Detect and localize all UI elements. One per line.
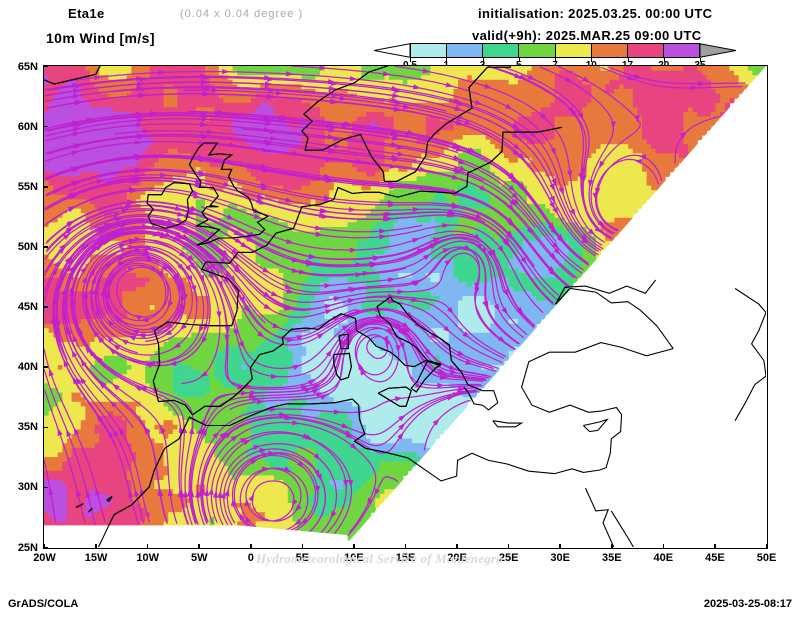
colorbar-tick bbox=[446, 58, 448, 62]
longitude-tick bbox=[611, 544, 613, 549]
colorbar-tick bbox=[555, 58, 556, 62]
longitude-tick-label: 30E bbox=[550, 552, 570, 564]
colorbar-segment bbox=[447, 43, 484, 58]
colorbar-segment bbox=[591, 43, 628, 58]
longitude-tick-label: 5E bbox=[295, 552, 310, 564]
longitude-tick bbox=[95, 544, 97, 549]
grid-resolution-label: (0.04 x 0.04 degree ) bbox=[180, 8, 304, 20]
colorbar-tick bbox=[700, 58, 701, 62]
coastline-overlay bbox=[44, 66, 766, 547]
longitude-tick-label: 10E bbox=[344, 552, 364, 564]
colorbar-tick bbox=[663, 58, 665, 62]
longitude-tick bbox=[250, 544, 252, 549]
streamline-layer bbox=[44, 66, 746, 538]
colorbar-under-cap-icon bbox=[374, 43, 410, 58]
longitude-tick bbox=[765, 544, 768, 549]
latitude-tick-label: 30N bbox=[17, 481, 38, 494]
latitude-tick-label: 40N bbox=[17, 361, 38, 374]
footer-credit: GrADS/COLA bbox=[8, 598, 79, 610]
latitude-tick bbox=[43, 125, 48, 128]
latitude-tick bbox=[43, 246, 48, 248]
colorbar-strip bbox=[374, 43, 736, 58]
latitude-tick-label: 35N bbox=[17, 421, 38, 434]
latitude-tick bbox=[43, 366, 48, 368]
longitude-tick bbox=[559, 544, 561, 549]
colorbar-segment bbox=[627, 43, 664, 58]
longitude-tick-label: 15E bbox=[395, 552, 416, 564]
longitude-tick-label: 5W bbox=[190, 552, 208, 564]
longitude-tick-label: 45E bbox=[705, 552, 725, 564]
longitude-tick-label: 25E bbox=[498, 552, 519, 564]
longitude-tick-label: 20W bbox=[33, 552, 56, 564]
colorbar-segment bbox=[519, 43, 556, 58]
longitude-tick bbox=[353, 544, 355, 549]
latitude-tick bbox=[43, 65, 48, 68]
map-canvas bbox=[44, 66, 766, 547]
colorbar-tick bbox=[591, 58, 593, 62]
longitude-tick-label: 50E bbox=[756, 552, 777, 564]
weather-map-plot bbox=[43, 65, 768, 549]
longitude-tick bbox=[43, 544, 46, 549]
latitude-tick bbox=[43, 426, 48, 428]
latitude-tick-label: 45N bbox=[17, 301, 38, 313]
colorbar-tick bbox=[482, 58, 484, 62]
longitude-tick-label: 0 bbox=[247, 552, 254, 564]
field-name-label: 10m Wind [m/s] bbox=[46, 30, 155, 46]
valid-time-label: valid(+9h): 2025.MAR.25 09:00 UTC bbox=[472, 28, 702, 43]
colorbar-segment bbox=[555, 43, 592, 58]
latitude-tick-label: 50N bbox=[17, 240, 38, 253]
longitude-tick-label: 20E bbox=[447, 552, 467, 564]
colorbar-segments bbox=[410, 43, 700, 58]
longitude-tick bbox=[507, 544, 510, 549]
colorbar-tick bbox=[627, 58, 629, 62]
watermark-text: Hydrometeorological Service of Montenegr… bbox=[256, 551, 503, 566]
longitude-tick-label: 40E bbox=[653, 552, 674, 564]
latitude-tick bbox=[43, 546, 48, 549]
domain-mask bbox=[44, 66, 766, 547]
colorbar-over-cap-icon bbox=[700, 43, 736, 58]
latitude-tick bbox=[43, 486, 48, 489]
latitude-tick-label: 65N bbox=[17, 60, 38, 73]
longitude-tick-label: 35E bbox=[601, 552, 622, 564]
latitude-tick bbox=[43, 306, 48, 308]
longitude-tick bbox=[714, 544, 716, 549]
latitude-tick bbox=[43, 186, 48, 188]
chart-header: Eta1e (0.04 x 0.04 degree ) 10m Wind [m/… bbox=[0, 0, 800, 62]
colorbar-segment bbox=[663, 43, 700, 58]
longitude-tick bbox=[456, 544, 458, 549]
footer-timestamp: 2025-03-25-08:17 bbox=[703, 598, 792, 610]
longitude-tick bbox=[662, 544, 665, 549]
longitude-tick bbox=[146, 544, 149, 549]
colorbar-segment bbox=[410, 43, 448, 58]
longitude-tick-label: 15W bbox=[84, 552, 108, 564]
latitude-tick-label: 25N bbox=[17, 541, 38, 554]
longitude-tick bbox=[404, 544, 407, 549]
model-name-label: Eta1e bbox=[68, 6, 105, 21]
colorbar-tick bbox=[410, 58, 411, 62]
longitude-tick bbox=[301, 544, 304, 549]
initialisation-time-label: initialisation: 2025.03.25. 00:00 UTC bbox=[478, 6, 713, 21]
longitude-tick bbox=[198, 544, 200, 549]
colorbar-segment bbox=[483, 43, 520, 58]
colorbar-tick bbox=[518, 58, 520, 62]
latitude-tick-label: 55N bbox=[17, 180, 38, 193]
colorbar: 0.5135710172035 bbox=[374, 43, 736, 71]
longitude-tick-label: 10W bbox=[136, 552, 159, 564]
latitude-tick-label: 60N bbox=[17, 120, 38, 133]
